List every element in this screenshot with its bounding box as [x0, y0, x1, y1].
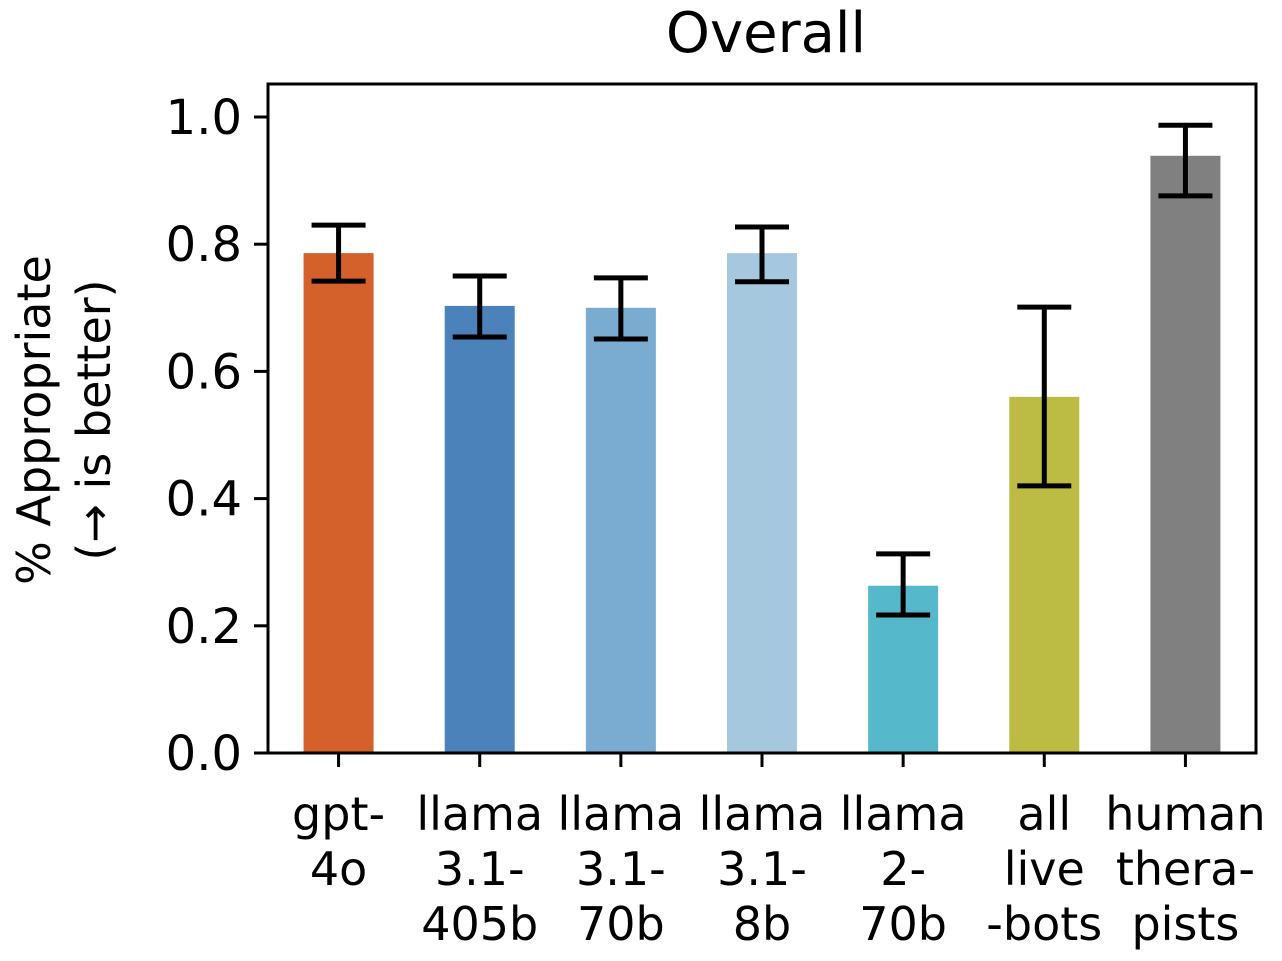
- chart-title: Overall: [666, 1, 866, 66]
- x-tick-label: 3.1-: [435, 842, 525, 896]
- x-tick-label: llama: [416, 787, 543, 841]
- bar: [585, 307, 656, 753]
- y-tick-label: 0.6: [166, 344, 242, 400]
- x-tick-label: all: [1017, 787, 1071, 841]
- x-tick-label: 4o: [310, 842, 367, 896]
- x-tick-label: llama: [699, 787, 826, 841]
- bar: [1150, 155, 1221, 753]
- y-axis-label-line: (→ is better): [67, 279, 121, 560]
- y-tick-label: 0.8: [166, 217, 242, 273]
- y-axis-label: % Appropriate (→ is better): [7, 255, 121, 585]
- x-tick-label: 3.1-: [717, 842, 807, 896]
- x-tick-label: 70b: [577, 897, 665, 951]
- x-tick-label: pists: [1131, 897, 1239, 951]
- bar: [444, 305, 515, 753]
- x-tick-label: 8b: [733, 897, 791, 951]
- x-tick-label: -bots: [986, 897, 1102, 951]
- x-tick-label: 70b: [859, 897, 947, 951]
- y-axis-label-line: % Appropriate: [7, 255, 61, 585]
- x-tick-label: llama: [557, 787, 684, 841]
- x-tick-label: 3.1-: [576, 842, 666, 896]
- x-tick-label: gpt-: [292, 787, 385, 841]
- x-tick-label: 405b: [421, 897, 538, 951]
- x-tick-label: human: [1105, 787, 1265, 841]
- y-tick-label: 1.0: [166, 90, 242, 146]
- x-tick-label: llama: [840, 787, 967, 841]
- y-tick-label: 0.2: [166, 599, 242, 655]
- x-tick-label: 2-: [880, 842, 926, 896]
- x-tick-label: thera-: [1116, 842, 1255, 896]
- plot-frame: [266, 82, 1258, 755]
- y-tick-label: 0.0: [166, 726, 242, 782]
- y-tick-label: 0.4: [166, 472, 242, 528]
- bar: [727, 253, 797, 753]
- bar: [303, 253, 374, 753]
- x-tick-label: live: [1004, 842, 1085, 896]
